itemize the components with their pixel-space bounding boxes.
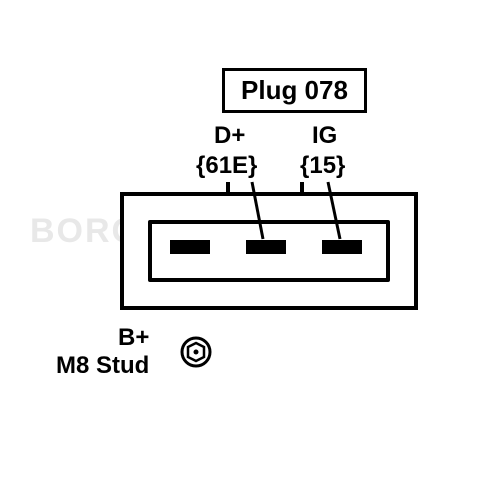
pin-ig-label: IG (312, 122, 337, 150)
pin-ig-code: {15} (300, 152, 345, 180)
diagram-canvas: BORG Plug 078 D+ {61E} IG {15} B+ M8 Stu… (0, 0, 500, 500)
connector-notch (226, 182, 304, 196)
pin-dplus-label: D+ (214, 122, 245, 150)
stud-outer-circle (182, 338, 210, 366)
stud-hex (188, 343, 204, 361)
stud-center-dot (194, 350, 199, 355)
connector-pin-1 (170, 240, 210, 254)
connector-pin-2 (246, 240, 286, 254)
connector-pin-3 (322, 240, 362, 254)
plug-title-box: Plug 078 (222, 68, 367, 113)
stud-bplus-label: B+ (118, 324, 149, 352)
pin-dplus-code: {61E} (196, 152, 257, 180)
stud-m8-label: M8 Stud (56, 352, 149, 380)
plug-title-text: Plug 078 (241, 75, 348, 105)
